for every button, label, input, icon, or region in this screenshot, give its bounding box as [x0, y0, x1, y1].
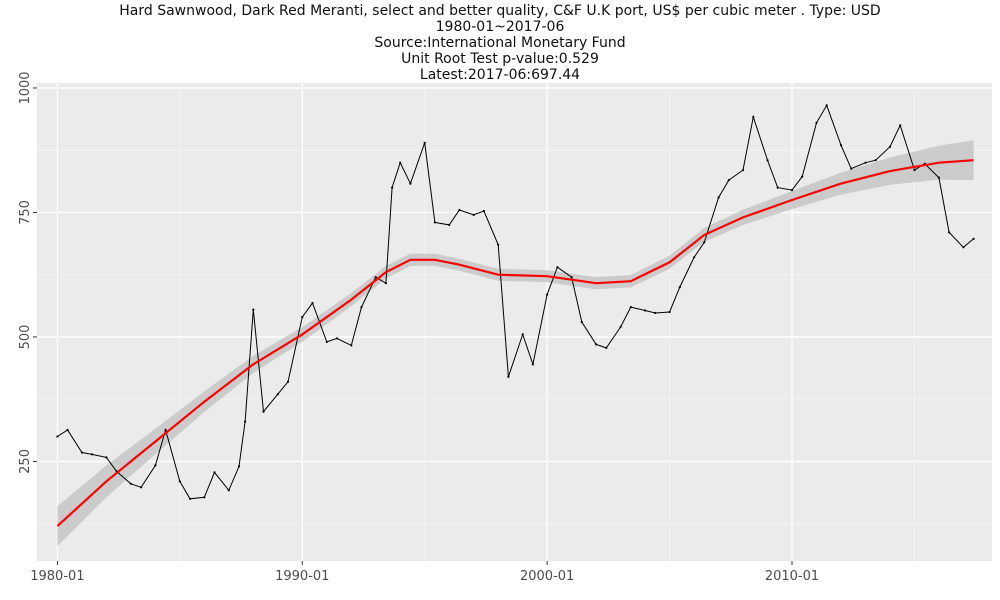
price-point [556, 266, 559, 269]
price-point [619, 325, 622, 329]
chart-source: Source:International Monetary Fund [374, 35, 626, 51]
price-point [654, 311, 657, 315]
price-point [252, 308, 255, 311]
price-point [766, 159, 769, 162]
price-point [80, 451, 83, 454]
price-point [129, 482, 132, 485]
y-tick-label: 250 [18, 449, 33, 474]
price-point [154, 464, 157, 467]
price-point [801, 175, 804, 178]
price-point [458, 208, 461, 212]
y-tick-label: 1000 [18, 71, 33, 104]
price-point [325, 340, 328, 343]
price-point [213, 471, 216, 474]
x-axis: 1980-01 1990-01 2000-01 2010-01 [30, 561, 819, 584]
x-tick-label: 1990-01 [275, 569, 329, 584]
price-point [790, 189, 794, 192]
chart-unit-root: Unit Root Test p-value:0.529 [401, 51, 599, 67]
price-point [301, 315, 304, 319]
price-point [850, 167, 853, 170]
chart-date-range: 1980-01~2017-06 [435, 19, 565, 35]
price-point [629, 306, 632, 309]
trend-line [56, 159, 974, 527]
price-point [482, 209, 485, 213]
price-point [605, 346, 608, 349]
price-point [262, 410, 265, 413]
price-point [311, 302, 314, 305]
x-tick-label: 1980-01 [30, 569, 84, 584]
price-point [962, 246, 965, 249]
price-point [668, 310, 671, 314]
price-point [472, 213, 475, 216]
price-point [507, 375, 510, 378]
price-point [815, 121, 818, 124]
y-tick-label: 750 [18, 200, 33, 225]
price-point [164, 428, 167, 432]
price-point [448, 223, 451, 226]
price-point [391, 186, 394, 189]
grid-major [37, 83, 992, 561]
price-point [546, 293, 549, 296]
price-point [56, 435, 59, 438]
price-point [497, 243, 500, 246]
price-point [399, 161, 402, 164]
price-point [360, 306, 363, 309]
price-point [580, 320, 583, 324]
price-point [717, 196, 720, 199]
price-point [227, 489, 230, 492]
price-point [423, 141, 426, 144]
price-point [105, 456, 108, 459]
price-point [237, 465, 241, 468]
x-tick-label: 2010-01 [765, 569, 819, 584]
price-point [741, 169, 745, 172]
price-point [244, 420, 247, 423]
price-point [899, 124, 902, 127]
x-tick-label: 2000-01 [520, 569, 574, 584]
price-point [825, 104, 828, 107]
price-point [335, 337, 339, 340]
price-point [644, 309, 647, 312]
price-point [678, 286, 681, 289]
y-axis: 250 500 750 1000 [18, 71, 37, 474]
price-point [521, 333, 524, 336]
price-point [595, 343, 598, 346]
price-point [276, 393, 279, 396]
price-point [433, 221, 436, 224]
price-point [693, 256, 696, 259]
price-point [913, 169, 916, 172]
confidence-band [57, 140, 974, 547]
price-point [203, 496, 206, 499]
price-point [972, 237, 975, 240]
price-point [570, 276, 573, 279]
plot-panel [37, 83, 992, 561]
price-point [91, 453, 94, 456]
chart-title-block: Hard Sawnwood, Dark Red Meranti, select … [0, 3, 1000, 83]
price-point [776, 186, 779, 189]
price-point [839, 144, 843, 147]
price-point [286, 380, 290, 383]
price-point [937, 176, 941, 179]
chart-latest: Latest:2017-06:697.44 [419, 67, 581, 83]
price-point [178, 480, 181, 483]
price-point [703, 241, 706, 244]
price-point [948, 231, 951, 234]
price-point [409, 182, 412, 185]
price-point [374, 276, 377, 279]
price-point [727, 179, 730, 182]
chart-title: Hard Sawnwood, Dark Red Meranti, select … [119, 3, 881, 19]
price-point [66, 428, 69, 432]
price-point [384, 282, 387, 285]
price-line [57, 104, 974, 500]
price-point [350, 344, 353, 347]
price-point [874, 159, 877, 162]
price-point [140, 486, 143, 489]
y-tick-label: 500 [18, 325, 33, 350]
price-point [864, 161, 867, 164]
price-point [888, 145, 892, 148]
price-point [752, 115, 755, 118]
price-point [188, 497, 192, 500]
price-point [531, 363, 535, 366]
